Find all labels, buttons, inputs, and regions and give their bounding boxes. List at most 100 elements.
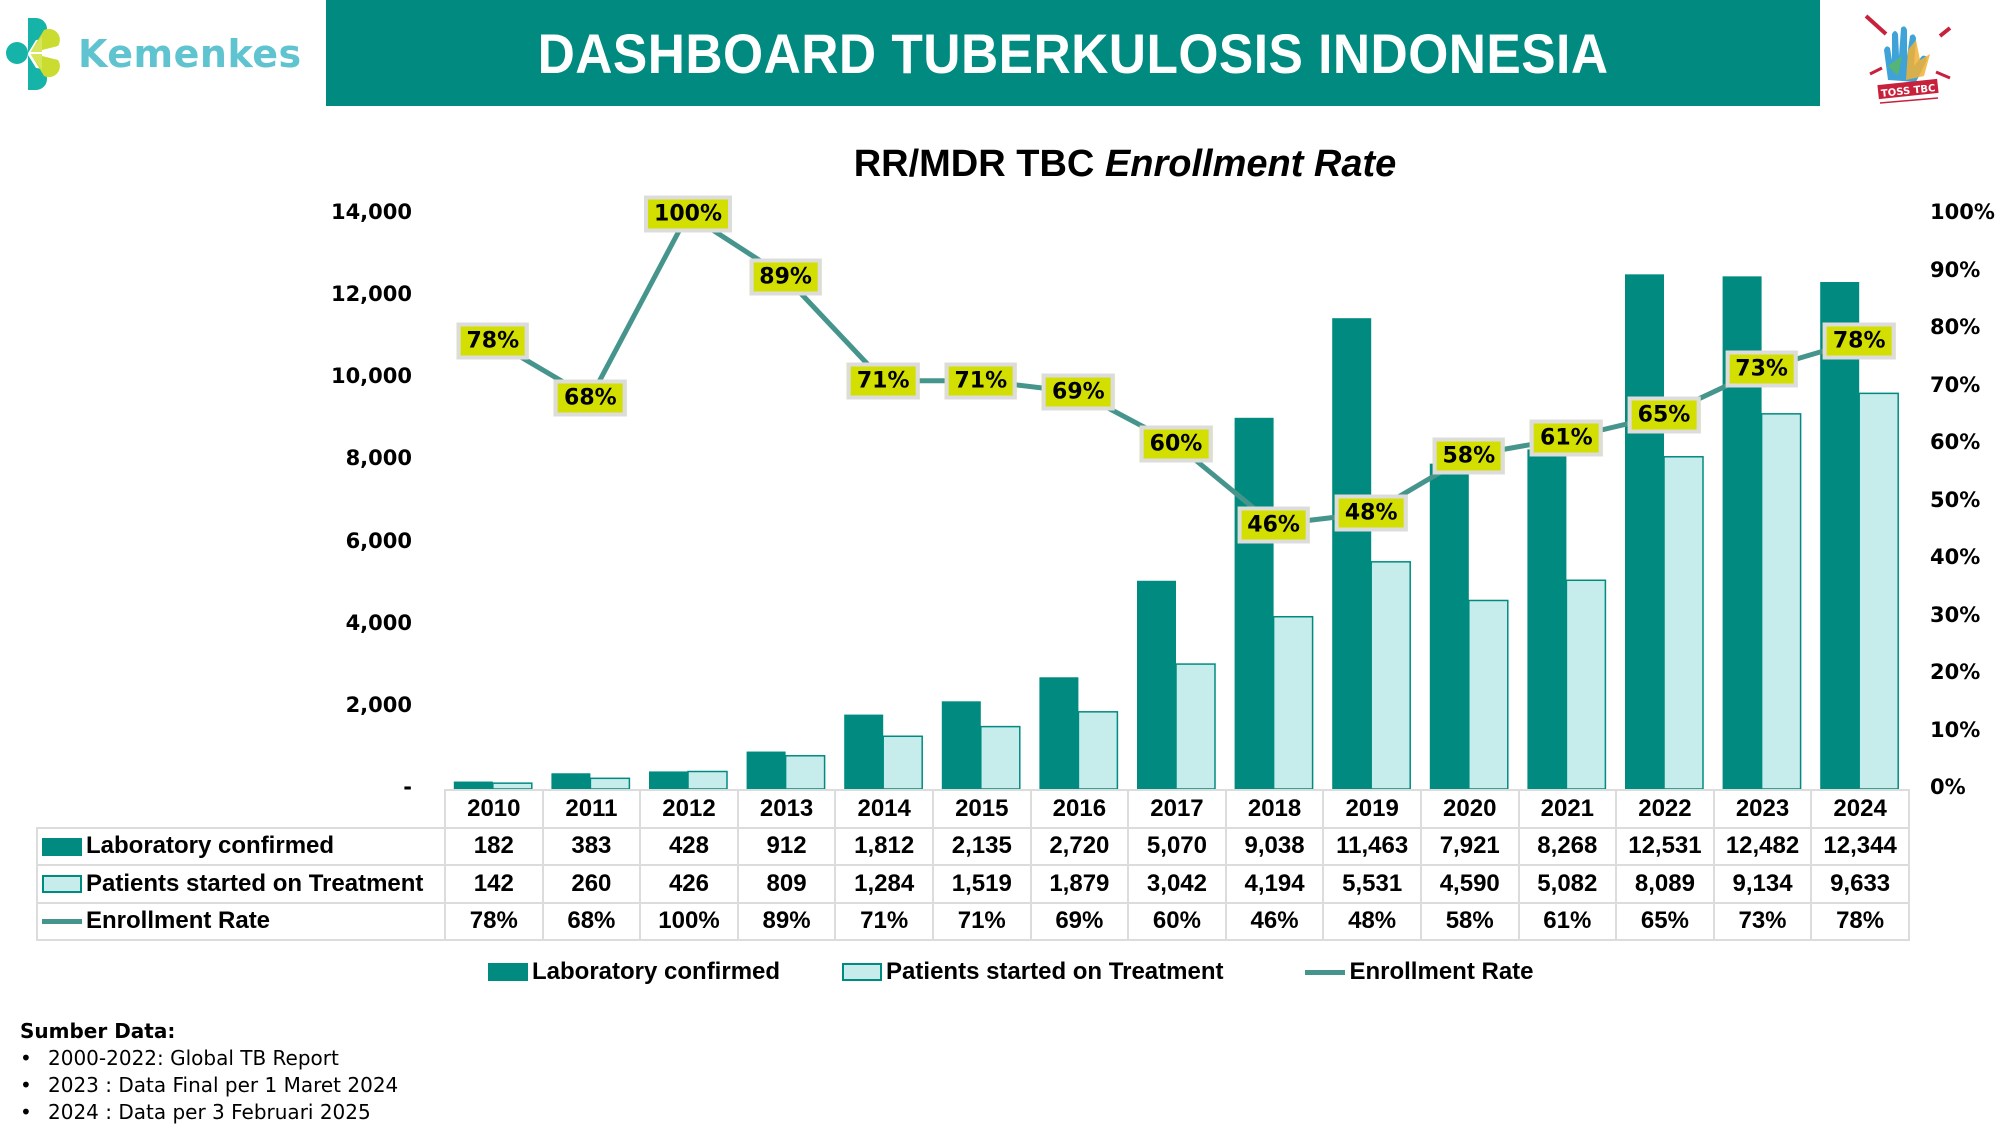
- left-axis-tick: 14,000: [330, 200, 412, 224]
- left-axis-tick: 4,000: [345, 610, 412, 635]
- bar-patients-started: [687, 770, 728, 790]
- bar-patients-started: [1468, 599, 1509, 790]
- right-axis-tick: 60%: [1930, 430, 1981, 454]
- table-cell: 1,879: [1029, 864, 1130, 904]
- bar-laboratory-confirmed: [1429, 463, 1469, 789]
- table-cell: 8,268: [1517, 826, 1618, 866]
- table-year-header: 2024: [1810, 789, 1910, 829]
- table-year-header: 2013: [736, 789, 837, 829]
- rate-callout: 73%: [1725, 350, 1798, 388]
- table-cell: 71%: [931, 901, 1032, 941]
- bar-laboratory-confirmed: [453, 781, 493, 789]
- patients-started-swatch-icon: [42, 875, 82, 894]
- rate-callout: 69%: [1042, 373, 1115, 411]
- bar-patients-started: [1663, 456, 1704, 790]
- rate-callout: 78%: [456, 322, 530, 359]
- rate-callout: 58%: [1432, 437, 1506, 474]
- lab-confirmed-swatch-icon: [42, 837, 82, 856]
- table-cell: 1,284: [834, 864, 934, 904]
- table-cell: 5,082: [1517, 864, 1618, 904]
- sources-list: 2000-2022: Global TB Report 2023 : Data …: [20, 1045, 398, 1125]
- bar-laboratory-confirmed: [551, 773, 591, 789]
- table-cell: 69%: [1029, 901, 1130, 941]
- bar-patients-started: [1077, 711, 1119, 790]
- left-axis-tick: 6,000: [345, 528, 412, 553]
- table-cell: 142: [444, 864, 544, 904]
- table-cell: 58%: [1419, 901, 1520, 941]
- bar-laboratory-confirmed: [1332, 318, 1372, 789]
- rate-callout: 61%: [1530, 419, 1603, 457]
- table-row-enrollment-rate: Enrollment Rate 78% 68% 100% 89% 71% 71% 69% 60…: [36, 901, 1910, 941]
- table-cell: 809: [736, 864, 837, 904]
- right-axis-tick: 40%: [1930, 545, 1981, 569]
- table-year-header: 2019: [1322, 789, 1422, 829]
- table-cell: 4,194: [1224, 864, 1325, 904]
- table-cell: 9,134: [1712, 864, 1813, 904]
- sources-title: Sumber Data:: [20, 1019, 176, 1043]
- table-year-header: 2023: [1712, 789, 1813, 829]
- rate-callout: 48%: [1334, 494, 1408, 532]
- table-year-header: 2011: [541, 789, 642, 829]
- table-year-header: 2016: [1029, 789, 1130, 829]
- table-cell: 61%: [1517, 901, 1618, 941]
- source-item: 2000-2022: Global TB Report: [20, 1045, 398, 1072]
- lab-confirmed-swatch-icon: [488, 963, 528, 981]
- table-cell: 9,038: [1224, 826, 1325, 866]
- bar-patients-started: [1858, 392, 1899, 790]
- legend-item-patients-started: Patients started on Treatment: [842, 958, 1223, 986]
- chart-title: RR/MDR TBC Enrollment Rate: [0, 143, 2000, 186]
- table-cell: 912: [736, 826, 837, 866]
- table-cell: 260: [541, 864, 642, 904]
- row-label-laboratory-confirmed: Laboratory confirmed: [36, 826, 446, 866]
- table-cell: 89%: [736, 901, 837, 941]
- table-cell: 5,531: [1322, 864, 1422, 904]
- bar-laboratory-confirmed: [1527, 449, 1567, 789]
- source-item: 2024 : Data per 3 Februari 2025: [20, 1099, 398, 1125]
- table-cell: 46%: [1224, 901, 1325, 941]
- bar-series: [453, 274, 1899, 790]
- table-cell: 383: [541, 826, 642, 866]
- table-cell: 1,519: [931, 864, 1032, 904]
- table-cell: 7,921: [1419, 826, 1520, 866]
- title-banner: DASHBOARD TUBERKULOSIS INDONESIA: [326, 0, 1820, 106]
- table-cell: 68%: [541, 901, 642, 941]
- left-axis-tick: 2,000: [345, 692, 412, 717]
- rate-callout: 46%: [1237, 506, 1310, 543]
- toss-tbc-logo: TOSS TBC: [1858, 10, 1956, 110]
- table-cell: 12,531: [1615, 826, 1715, 866]
- right-axis-tick: 90%: [1930, 257, 1981, 282]
- table-year-header: 2017: [1127, 789, 1227, 829]
- table-cell: 428: [639, 826, 739, 866]
- table-cell: 2,720: [1029, 826, 1130, 866]
- enrollment-rate-line-icon: [1305, 969, 1346, 975]
- logo-text: Kemenkes: [78, 32, 302, 76]
- data-table: 2010 2011 2012 2013 2014 2015 2016 2017 2018 2019…: [36, 789, 1910, 941]
- right-axis-tick: 100%: [1930, 200, 1995, 224]
- bar-laboratory-confirmed: [1039, 677, 1079, 789]
- bar-laboratory-confirmed: [746, 751, 786, 789]
- legend-item-enrollment-rate: Enrollment Rate: [1305, 958, 1534, 986]
- left-axis-tick: -: [403, 775, 412, 799]
- page-title: DASHBOARD TUBERKULOSIS INDONESIA: [537, 21, 1609, 85]
- table-cell: 78%: [444, 901, 544, 941]
- table-cell: 65%: [1615, 901, 1715, 941]
- table-cell: 60%: [1127, 901, 1227, 941]
- left-axis-tick: 12,000: [330, 282, 412, 307]
- table-row-years: 2010 2011 2012 2013 2014 2015 2016 2017 2018 2019…: [37, 789, 1910, 829]
- table-cell: 1,812: [834, 826, 934, 866]
- kemenkes-logo: Kemenkes: [4, 14, 304, 94]
- source-item: 2023 : Data Final per 1 Maret 2024: [20, 1072, 398, 1099]
- rate-callout: 65%: [1627, 396, 1701, 434]
- table-year-header: 2020: [1419, 789, 1520, 829]
- right-axis-tick: 70%: [1930, 372, 1981, 397]
- enrollment-rate-line-icon: [42, 919, 82, 925]
- table-cell: 100%: [639, 901, 739, 941]
- table-year-header: 2014: [834, 789, 934, 829]
- table-cell: 12,344: [1810, 826, 1910, 866]
- row-label-patients-started: Patients started on Treatment: [36, 864, 446, 904]
- table-year-header: 2021: [1517, 789, 1618, 829]
- patients-started-swatch-icon: [842, 963, 883, 981]
- table-cell: 4,590: [1419, 864, 1520, 904]
- chart-title-italic: Enrollment Rate: [1104, 143, 1397, 185]
- bar-patients-started: [882, 735, 923, 790]
